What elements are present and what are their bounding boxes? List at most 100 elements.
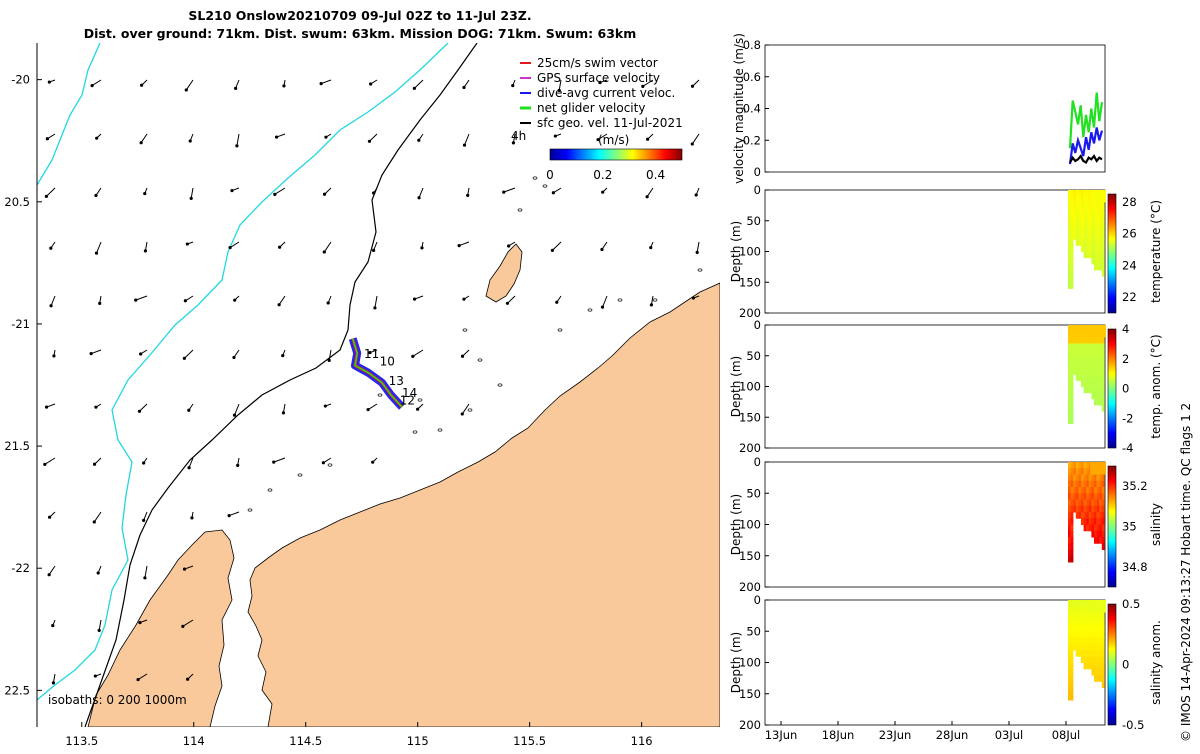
profile-cell bbox=[1078, 220, 1082, 228]
profile-cell bbox=[1083, 361, 1087, 369]
profile-cell bbox=[1075, 325, 1079, 332]
profile-cell bbox=[1094, 349, 1097, 357]
date-tick-label: 28Jun bbox=[936, 728, 969, 742]
profile-cell bbox=[1083, 625, 1087, 632]
islet bbox=[377, 393, 383, 397]
profile-cell bbox=[1070, 233, 1074, 240]
profile-cell bbox=[1088, 386, 1092, 394]
profile-cell bbox=[1086, 349, 1089, 357]
profile-cell bbox=[1070, 257, 1074, 265]
profile-cell bbox=[1068, 643, 1071, 651]
profile-cell bbox=[1068, 245, 1071, 252]
profile-cell bbox=[1101, 398, 1105, 406]
geo-vector bbox=[274, 133, 286, 139]
geo-vector bbox=[278, 241, 286, 249]
profile-cell bbox=[1094, 487, 1097, 494]
depth-tick-label: 100 bbox=[739, 245, 761, 259]
profile-cell bbox=[1081, 625, 1084, 632]
profile-cell bbox=[1068, 668, 1071, 676]
islet bbox=[697, 268, 703, 272]
geo-vector bbox=[460, 349, 470, 358]
profile-cell bbox=[1101, 480, 1105, 488]
profile-cell bbox=[1070, 681, 1074, 688]
profile-cell bbox=[1073, 480, 1076, 488]
geo-vector bbox=[138, 619, 148, 625]
profile-cell bbox=[1078, 462, 1082, 469]
profile-cell bbox=[1075, 239, 1079, 246]
profile-cell bbox=[1083, 233, 1087, 240]
profile-cell bbox=[1094, 337, 1097, 344]
profile-cell bbox=[1094, 656, 1097, 663]
profile-cell bbox=[1081, 374, 1084, 381]
profile-cell bbox=[1086, 474, 1089, 482]
profile-cell bbox=[1096, 220, 1100, 228]
depth-tick-label: 150 bbox=[739, 410, 761, 424]
profile-cell bbox=[1073, 343, 1076, 351]
velocity-tick-label: 0.2 bbox=[743, 133, 761, 147]
profile-cell bbox=[1094, 233, 1097, 240]
profile-cell bbox=[1101, 537, 1105, 544]
profile-cell bbox=[1086, 650, 1089, 657]
footer-credit: © IMOS 14-Apr-2024 09:13:27 Hobart time.… bbox=[1178, 350, 1194, 750]
profile-cell bbox=[1070, 343, 1074, 351]
profile-cell bbox=[1088, 251, 1092, 259]
profile-cell bbox=[1075, 499, 1079, 507]
profile-cell bbox=[1073, 331, 1076, 338]
profile-cell bbox=[1068, 239, 1071, 246]
speed-colorbar bbox=[549, 148, 683, 161]
profile-cell bbox=[1070, 512, 1074, 519]
profile-cell bbox=[1068, 530, 1071, 538]
profile-cell bbox=[1083, 337, 1087, 344]
profile-cell bbox=[1094, 208, 1097, 216]
geo-vector bbox=[368, 349, 378, 355]
profile-cell bbox=[1068, 656, 1071, 663]
legend-entry: dive-avg current veloc. bbox=[520, 86, 675, 100]
profile-cell bbox=[1075, 468, 1079, 475]
profile-cell bbox=[1083, 487, 1087, 494]
geo-vector bbox=[232, 349, 240, 360]
profile-cell bbox=[1091, 505, 1095, 513]
profile-cell bbox=[1096, 512, 1100, 519]
geo-vector bbox=[457, 241, 470, 248]
geo-vector bbox=[323, 403, 332, 408]
geo-vector bbox=[326, 295, 332, 305]
profile-cell bbox=[1101, 263, 1105, 271]
profile-cell bbox=[1078, 618, 1082, 626]
profile-cell bbox=[1096, 518, 1100, 525]
profile-cell bbox=[1091, 668, 1095, 676]
geo-vector bbox=[505, 295, 516, 305]
profile-cell bbox=[1101, 656, 1105, 663]
profile-cell bbox=[1081, 612, 1084, 620]
velocity-tick-label: 0.8 bbox=[743, 38, 761, 52]
profile-cell bbox=[1070, 208, 1074, 216]
profile-cell bbox=[1070, 190, 1074, 197]
profile-cell bbox=[1083, 524, 1087, 532]
profile-cell bbox=[1094, 631, 1097, 638]
profile-cell bbox=[1088, 343, 1092, 351]
profile-cell bbox=[1068, 543, 1071, 550]
geo-vector bbox=[95, 133, 102, 140]
profile-cell bbox=[1075, 650, 1079, 657]
profile-cell bbox=[1096, 662, 1100, 670]
profile-cell bbox=[1068, 398, 1071, 406]
geo-vector bbox=[232, 403, 240, 417]
depth-tick-label: 50 bbox=[746, 624, 761, 638]
geo-vector bbox=[49, 295, 56, 308]
geo-vector bbox=[143, 565, 148, 580]
geo-vector bbox=[273, 187, 286, 196]
profile-cell bbox=[1068, 555, 1071, 563]
profile-cell bbox=[1083, 208, 1087, 216]
profile-cell bbox=[1096, 612, 1100, 620]
profile-cell bbox=[1094, 618, 1097, 626]
profile-cell bbox=[1099, 480, 1102, 488]
profile-cell bbox=[1075, 343, 1079, 351]
profile-cell bbox=[1068, 524, 1071, 532]
profile-cell bbox=[1073, 202, 1076, 209]
geo-vector bbox=[511, 79, 516, 88]
geo-vector bbox=[417, 187, 424, 200]
profile-cell bbox=[1096, 343, 1100, 351]
profile-cell bbox=[1078, 355, 1082, 363]
islet bbox=[297, 473, 303, 477]
geo-vector bbox=[462, 133, 470, 147]
profile-cell bbox=[1086, 380, 1089, 387]
